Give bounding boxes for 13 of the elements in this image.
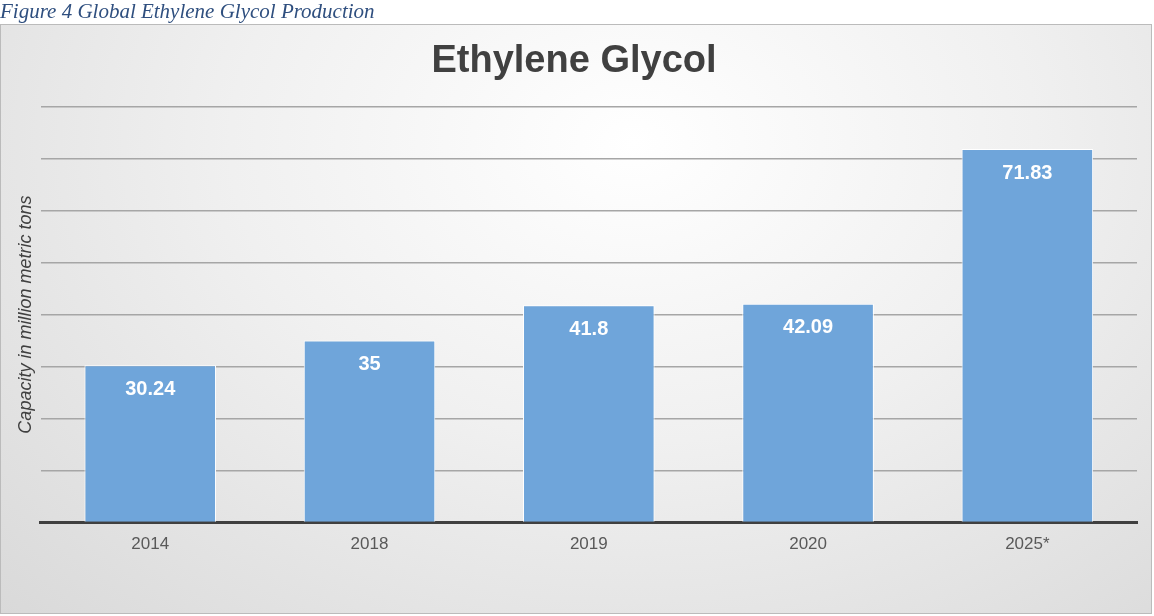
x-tick-label: 2020 <box>789 534 827 554</box>
x-tick-label: 2018 <box>350 534 389 554</box>
data-label: 30.24 <box>125 376 177 399</box>
caption: Figure 4 Global Ethylene Glycol Production <box>0 0 375 23</box>
data-label: 71.83 <box>1002 160 1053 183</box>
x-tick-label: 2019 <box>569 534 608 554</box>
y-axis-title: Capacity in million metric tons <box>14 195 35 434</box>
chart-title: Ethylene Glycol <box>431 38 717 81</box>
x-tick-label: 2014 <box>131 534 170 554</box>
x-tick-label: 2025* <box>1005 534 1050 554</box>
data-label: 35 <box>358 352 381 375</box>
data-label: 41.8 <box>569 316 609 339</box>
data-label: 42.09 <box>783 315 834 338</box>
